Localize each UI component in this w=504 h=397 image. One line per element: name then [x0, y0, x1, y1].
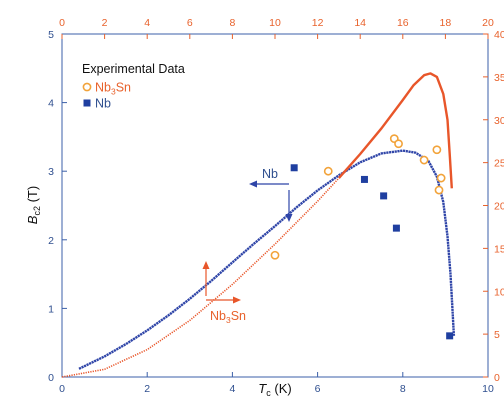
- y2-tick-label: 20: [494, 201, 504, 213]
- nb-annotation-label: Nb: [262, 167, 278, 181]
- nb3sn-arrow-right-head: [233, 296, 241, 304]
- y-tick-label: 5: [48, 29, 54, 41]
- nb-data-point: [380, 192, 388, 200]
- nb3sn-data-point: [432, 145, 442, 155]
- nb-data-point: [392, 224, 400, 232]
- nb-annotation: Nb: [249, 167, 293, 222]
- nb3sn-curve-dotted: [61, 177, 340, 378]
- x2-tick-label: 2: [102, 17, 108, 29]
- x2-tick-label: 18: [440, 17, 452, 29]
- y2-tick-label: 5: [494, 329, 500, 341]
- x2-tick-label: 16: [397, 17, 409, 29]
- nb-curve: [78, 149, 456, 370]
- left-axis: 0 1 2 3 4 5: [48, 29, 67, 384]
- y2-tick-label: 15: [494, 243, 504, 255]
- x2-tick-label: 20: [482, 17, 494, 29]
- x2-tick-label: 14: [354, 17, 366, 29]
- nb3sn-data-point: [323, 166, 333, 176]
- x-tick-label: 4: [229, 383, 235, 395]
- legend-title: Experimental Data: [82, 62, 185, 76]
- x-tick-label: 2: [144, 383, 150, 395]
- points-layer: [270, 134, 454, 340]
- x2-tick-label: 4: [144, 17, 150, 29]
- top-axis: 0 2 4 6 8 10 12 14 16 18 20: [59, 17, 494, 39]
- y2-tick-label: 25: [494, 158, 504, 170]
- x-tick-label: 10: [482, 383, 494, 395]
- nb3sn-data-point: [270, 250, 280, 260]
- right-axis: 0 5 10 15 20 25 30 35 40: [483, 29, 504, 384]
- nb3sn-annotation-label: Nb3Sn: [210, 309, 246, 325]
- nb-data-point: [290, 164, 298, 172]
- y-tick-label: 1: [48, 303, 54, 315]
- y-axis-label: Bc2 (T): [25, 186, 42, 224]
- nb3sn-arrow-up-head: [202, 261, 210, 269]
- legend-nb-label: Nb: [95, 97, 111, 111]
- curves-layer: [61, 72, 456, 378]
- legend-nb3sn-label: Nb3Sn: [95, 81, 131, 97]
- x2-tick-label: 0: [59, 17, 65, 29]
- nb3sn-data-point: [419, 155, 429, 165]
- x2-tick-label: 8: [229, 17, 235, 29]
- nb3sn-annotation: Nb3Sn: [202, 261, 246, 325]
- nb-data-point: [446, 332, 454, 340]
- x2-tick-label: 10: [269, 17, 281, 29]
- nb3sn-data-point: [434, 185, 444, 195]
- x2-tick-label: 6: [187, 17, 193, 29]
- nb-arrow-left-head: [249, 180, 257, 188]
- legend: Experimental Data Nb3Sn Nb: [82, 62, 185, 111]
- y2-tick-label: 0: [494, 372, 500, 384]
- y2-tick-label: 10: [494, 286, 504, 298]
- x-axis-label: Tc (K): [258, 381, 291, 397]
- y-tick-label: 0: [48, 372, 54, 384]
- y2-tick-label: 40: [494, 29, 504, 41]
- nb3sn-data-point: [436, 173, 446, 183]
- legend-nb3sn-marker: [82, 82, 92, 92]
- nb3sn-curve-solid: [338, 72, 453, 189]
- y-tick-label: 3: [48, 166, 54, 178]
- nb-data-point: [360, 175, 368, 183]
- y2-tick-label: 35: [494, 72, 504, 84]
- x-tick-label: 6: [315, 383, 321, 395]
- y2-tick-label: 30: [494, 115, 504, 127]
- y-tick-label: 4: [48, 98, 54, 110]
- legend-nb-marker: [83, 99, 91, 107]
- x-tick-label: 0: [59, 383, 65, 395]
- bottom-axis: 0 2 4 6 8 10: [59, 372, 494, 395]
- x2-tick-label: 12: [312, 17, 324, 29]
- nb-arrow-down-head: [285, 214, 293, 222]
- y-tick-label: 2: [48, 235, 54, 247]
- x-tick-label: 8: [400, 383, 406, 395]
- nb3sn-data-point: [394, 139, 403, 149]
